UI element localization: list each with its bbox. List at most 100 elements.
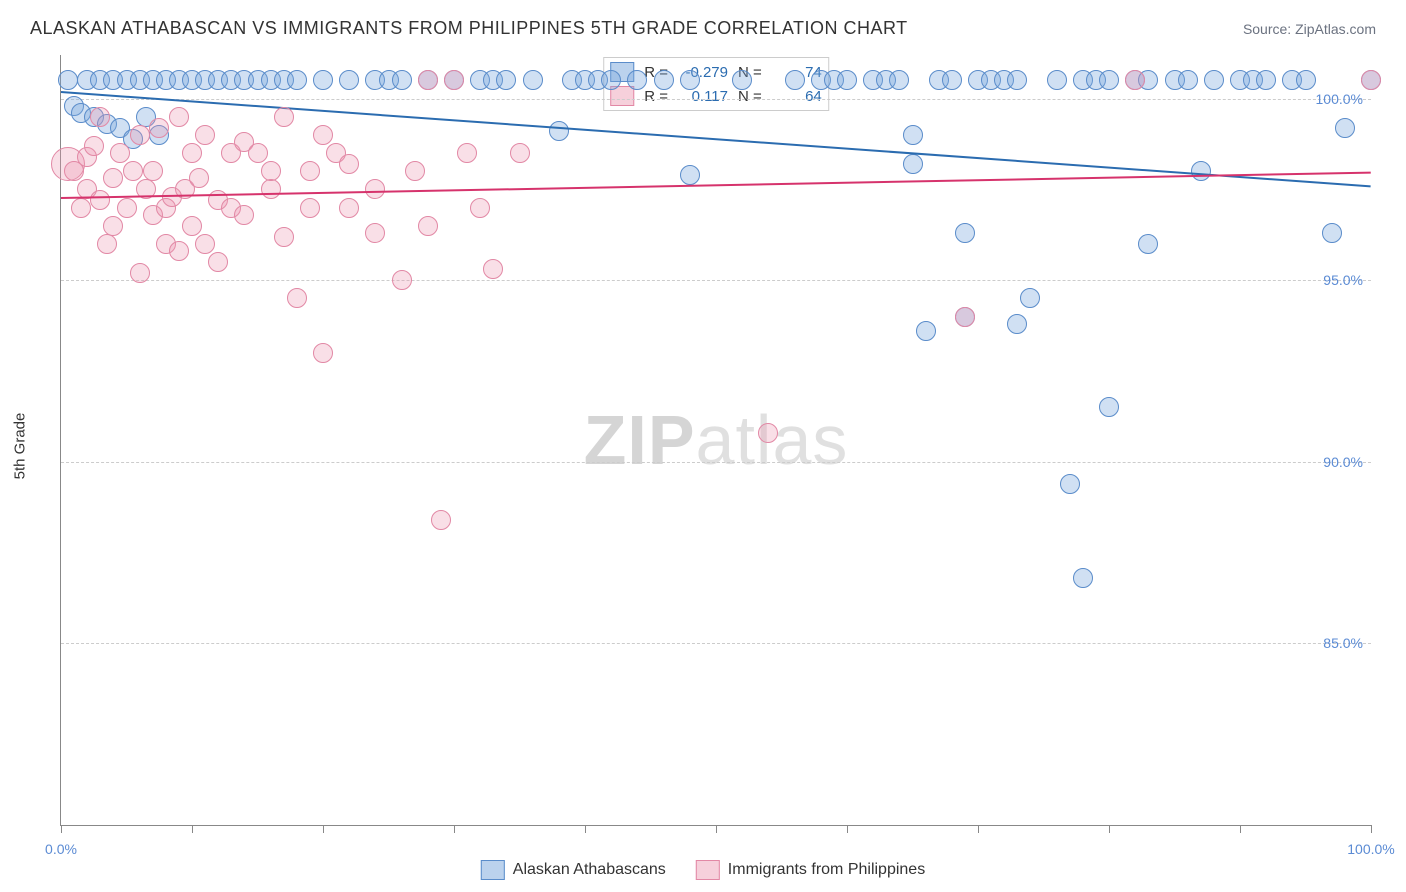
scatter-point <box>169 107 189 127</box>
scatter-point <box>785 70 805 90</box>
scatter-point <box>339 198 359 218</box>
scatter-point <box>457 143 477 163</box>
x-tick <box>585 825 586 833</box>
scatter-point <box>261 161 281 181</box>
scatter-point <box>313 70 333 90</box>
scatter-point <box>300 198 320 218</box>
scatter-point <box>483 259 503 279</box>
scatter-point <box>300 161 320 181</box>
scatter-point <box>549 121 569 141</box>
scatter-point <box>405 161 425 181</box>
scatter-point <box>1335 118 1355 138</box>
gridline <box>61 643 1371 644</box>
scatter-point <box>130 263 150 283</box>
gridline <box>61 99 1371 100</box>
scatter-point <box>1204 70 1224 90</box>
scatter-point <box>1099 70 1119 90</box>
scatter-point <box>149 118 169 138</box>
y-tick-label: 100.0% <box>1316 91 1363 107</box>
scatter-point <box>169 241 189 261</box>
x-tick <box>1240 825 1241 833</box>
scatter-point <box>523 70 543 90</box>
scatter-point <box>365 223 385 243</box>
scatter-point <box>58 70 78 90</box>
y-axis-label: 5th Grade <box>12 413 29 480</box>
scatter-point <box>123 161 143 181</box>
x-tick <box>323 825 324 833</box>
legend-label-1: Alaskan Athabascans <box>513 861 666 879</box>
scatter-point <box>470 198 490 218</box>
y-tick-label: 95.0% <box>1323 272 1363 288</box>
scatter-point <box>1322 223 1342 243</box>
scatter-point <box>496 70 516 90</box>
watermark: ZIPatlas <box>584 400 849 480</box>
scatter-point <box>130 125 150 145</box>
chart-legend: Alaskan Athabascans Immigrants from Phil… <box>481 860 925 880</box>
scatter-point <box>889 70 909 90</box>
scatter-point <box>110 143 130 163</box>
scatter-point <box>143 161 163 181</box>
x-tick <box>847 825 848 833</box>
scatter-point <box>903 154 923 174</box>
watermark-bold: ZIP <box>584 401 696 479</box>
scatter-point <box>444 70 464 90</box>
scatter-point <box>955 223 975 243</box>
scatter-point <box>287 288 307 308</box>
scatter-point <box>1073 568 1093 588</box>
gridline <box>61 280 1371 281</box>
scatter-point <box>1099 397 1119 417</box>
scatter-point <box>313 343 333 363</box>
x-tick-label: 100.0% <box>1347 841 1394 857</box>
chart-header: ALASKAN ATHABASCAN VS IMMIGRANTS FROM PH… <box>30 18 1376 39</box>
scatter-point <box>274 107 294 127</box>
scatter-point <box>1361 70 1381 90</box>
scatter-point <box>313 125 333 145</box>
scatter-point <box>261 179 281 199</box>
scatter-point <box>418 70 438 90</box>
scatter-point <box>601 70 621 90</box>
legend-item-2: Immigrants from Philippines <box>696 860 925 880</box>
scatter-point <box>1296 70 1316 90</box>
x-tick-label: 0.0% <box>45 841 77 857</box>
scatter-point <box>189 168 209 188</box>
scatter-point <box>1125 70 1145 90</box>
scatter-point <box>1138 234 1158 254</box>
x-tick <box>192 825 193 833</box>
scatter-point <box>1191 161 1211 181</box>
scatter-point <box>510 143 530 163</box>
scatter-point <box>392 70 412 90</box>
scatter-point <box>903 125 923 145</box>
chart-title: ALASKAN ATHABASCAN VS IMMIGRANTS FROM PH… <box>30 18 908 39</box>
scatter-point <box>654 70 674 90</box>
scatter-point <box>97 234 117 254</box>
scatter-point <box>90 107 110 127</box>
scatter-point <box>339 154 359 174</box>
legend-swatch-pink <box>696 860 720 880</box>
scatter-point <box>103 216 123 236</box>
x-tick <box>1371 825 1372 833</box>
scatter-point <box>1047 70 1067 90</box>
gridline <box>61 462 1371 463</box>
scatter-point <box>195 234 215 254</box>
scatter-point <box>274 227 294 247</box>
scatter-point <box>942 70 962 90</box>
x-tick <box>978 825 979 833</box>
legend-label-2: Immigrants from Philippines <box>728 861 925 879</box>
scatter-point <box>287 70 307 90</box>
scatter-point <box>84 136 104 156</box>
scatter-point <box>182 216 202 236</box>
scatter-point <box>1060 474 1080 494</box>
scatter-point <box>182 143 202 163</box>
scatter-point <box>955 307 975 327</box>
scatter-point <box>1007 70 1027 90</box>
scatter-point <box>1178 70 1198 90</box>
trend-line <box>61 171 1371 198</box>
y-tick-label: 85.0% <box>1323 635 1363 651</box>
stat-r-value-2: 0.117 <box>678 88 728 105</box>
scatter-point <box>680 70 700 90</box>
scatter-point <box>758 423 778 443</box>
scatter-point <box>117 198 137 218</box>
source-attribution: Source: ZipAtlas.com <box>1243 21 1376 37</box>
x-tick <box>716 825 717 833</box>
legend-swatch-blue <box>481 860 505 880</box>
